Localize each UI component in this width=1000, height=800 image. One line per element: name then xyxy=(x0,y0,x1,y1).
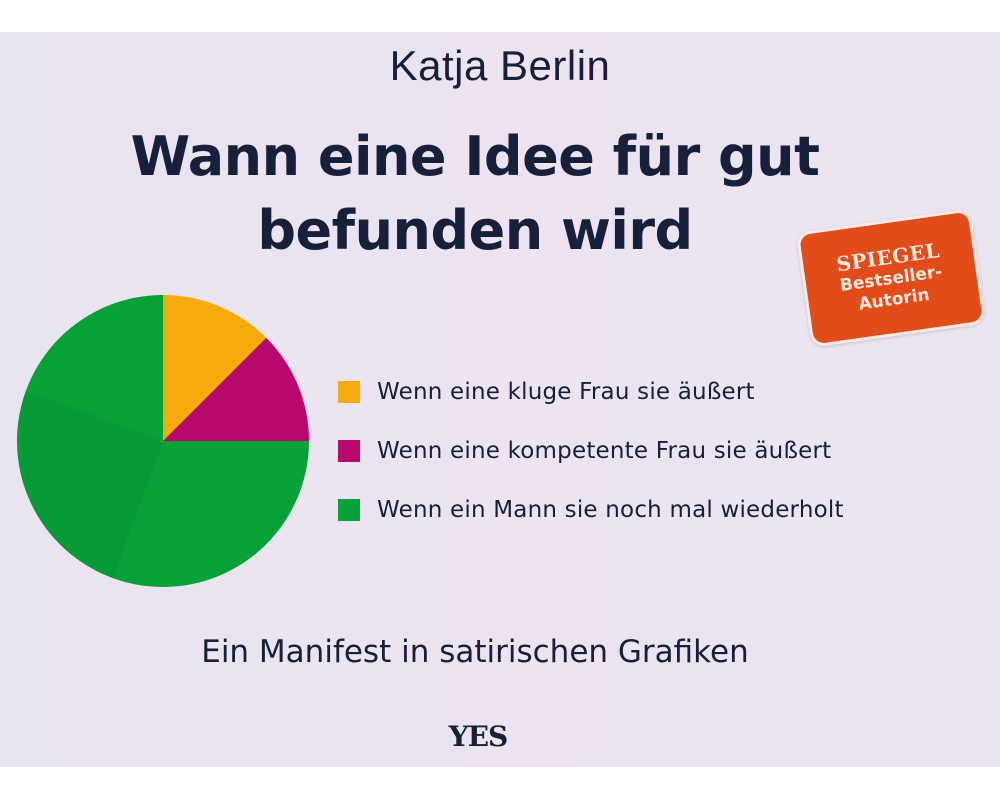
pie-slice-kluge-frau xyxy=(163,295,267,441)
chart-legend: Wenn eine kluge Frau sie äußert Wenn ein… xyxy=(338,362,844,539)
pie-slice-kompetente-frau xyxy=(163,337,309,441)
author-name: Katja Berlin xyxy=(389,42,611,89)
legend-item-kompetente-frau: Wenn eine kompetente Frau sie äußert xyxy=(338,421,844,480)
pie-slice-mann xyxy=(17,295,309,587)
legend-label: Wenn ein Mann sie noch mal wiederholt xyxy=(377,496,844,523)
title-line-1: Wann eine Idee für gut xyxy=(130,125,820,188)
title-line-2: befunden wird xyxy=(257,199,693,262)
legend-label: Wenn eine kluge Frau sie äußert xyxy=(377,378,755,405)
book-title: Wann eine Idee für gut befunden wird xyxy=(20,120,930,268)
pie-shading xyxy=(17,391,163,579)
publisher-logo: YES xyxy=(448,720,509,753)
legend-label: Wenn eine kompetente Frau sie äußert xyxy=(377,437,832,464)
pie-chart xyxy=(17,295,309,587)
legend-item-kluge-frau: Wenn eine kluge Frau sie äußert xyxy=(338,362,844,421)
legend-swatch-green xyxy=(338,498,360,521)
legend-swatch-magenta xyxy=(338,439,360,462)
legend-item-mann: Wenn ein Mann sie noch mal wiederholt xyxy=(338,480,844,539)
bestseller-badge: SPIEGEL Bestseller- Autorin xyxy=(795,208,987,348)
legend-swatch-orange xyxy=(338,380,360,403)
book-cover: Katja Berlin Wann eine Idee für gut befu… xyxy=(0,32,1000,767)
book-subtitle: Ein Manifest in satirischen Grafiken xyxy=(201,634,749,670)
